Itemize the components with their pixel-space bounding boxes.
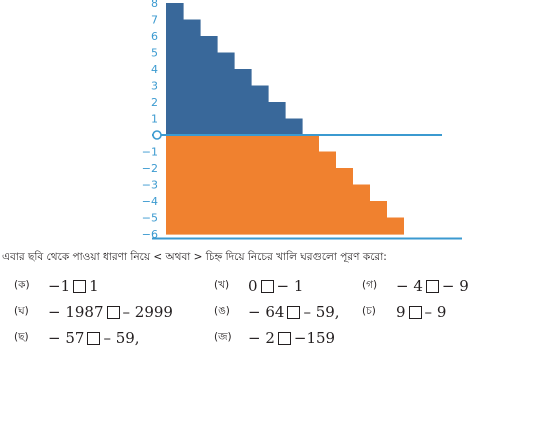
answer-box[interactable] (73, 279, 87, 293)
y-tick-label: −5 (142, 212, 158, 225)
positive-bar (200, 36, 218, 135)
positive-bar (285, 118, 303, 135)
origin-marker (152, 130, 162, 140)
y-tick-label: −4 (142, 195, 158, 208)
answer-box[interactable] (425, 279, 439, 293)
positive-bar (251, 85, 269, 135)
exercise-marker: (ঙ) (214, 304, 230, 317)
right-term: – 59, (103, 329, 140, 347)
answer-box[interactable] (408, 305, 422, 319)
right-term: – 9 (424, 303, 447, 321)
y-tick-label: 4 (151, 63, 158, 76)
y-tick-label: 7 (151, 14, 158, 27)
y-tick-label: 5 (151, 47, 158, 60)
positive-bar (234, 69, 252, 135)
negative-bar (166, 168, 353, 186)
bars-group (166, 3, 404, 235)
y-tick-label: −1 (142, 146, 158, 159)
y-tick-label: 1 (151, 113, 158, 126)
right-term: − 1 (276, 277, 304, 295)
left-term: − 64 (248, 303, 285, 321)
left-term: 9 (396, 303, 406, 321)
exercise-marker: (ঘ) (14, 304, 29, 317)
exercise-ja: (জ) − 2 −159 (214, 329, 335, 347)
exercise-ka: (ক) −1 1 (14, 277, 99, 295)
answer-box[interactable] (260, 279, 274, 293)
y-tick-label: 6 (151, 30, 158, 43)
left-term: −1 (48, 277, 71, 295)
instruction-text: এবার ছবি থেকে পাওয়া ধারণা নিয়ে < অথবা … (2, 251, 387, 263)
negative-bar (166, 184, 370, 202)
negative-bar (166, 151, 336, 169)
right-term: 1 (89, 277, 99, 295)
right-term: −159 (293, 329, 336, 347)
exercise-uma: (ঙ) − 64 – 59, (214, 303, 340, 321)
exercise-marker: (চ) (362, 304, 376, 317)
left-term: − 2 (248, 329, 275, 347)
right-term: − 9 (441, 277, 469, 295)
right-term: – 2999 (122, 303, 173, 321)
exercise-marker: (খ) (214, 278, 230, 291)
exercise-marker: (ক) (14, 278, 30, 291)
answer-box[interactable] (287, 305, 301, 319)
y-tick-label: −2 (142, 162, 158, 175)
left-term: − 1987 (48, 303, 104, 321)
negative-bar (166, 135, 319, 153)
exercise-ga: (গ) − 4 − 9 (362, 277, 469, 295)
answer-box[interactable] (106, 305, 120, 319)
exercise-kha: (খ) 0 − 1 (214, 277, 303, 295)
exercise-marker: (গ) (362, 278, 378, 291)
positive-bar (217, 52, 235, 135)
answer-box[interactable] (277, 331, 291, 345)
exercise-cha: (ছ) − 57 – 59, (14, 329, 140, 347)
right-term: – 59, (303, 303, 340, 321)
answer-box[interactable] (87, 331, 101, 345)
exercise-ca: (চ) 9 – 9 (362, 303, 446, 321)
exercise-gha: (ঘ) − 1987 – 2999 (14, 303, 173, 321)
left-term: − 4 (396, 277, 423, 295)
y-tick-label: 3 (151, 80, 158, 93)
y-tick-label: 8 (151, 0, 158, 10)
positive-bar (166, 3, 184, 135)
left-term: − 57 (48, 329, 85, 347)
positive-bar (183, 19, 201, 135)
y-tick-label: −3 (142, 179, 158, 192)
negative-bar (166, 201, 387, 219)
exercise-marker: (ছ) (14, 330, 29, 343)
negative-bar (166, 217, 404, 235)
y-tick-label: 2 (151, 96, 158, 109)
positive-bar (268, 102, 286, 135)
left-term: 0 (248, 277, 258, 295)
exercise-marker: (জ) (214, 330, 232, 343)
